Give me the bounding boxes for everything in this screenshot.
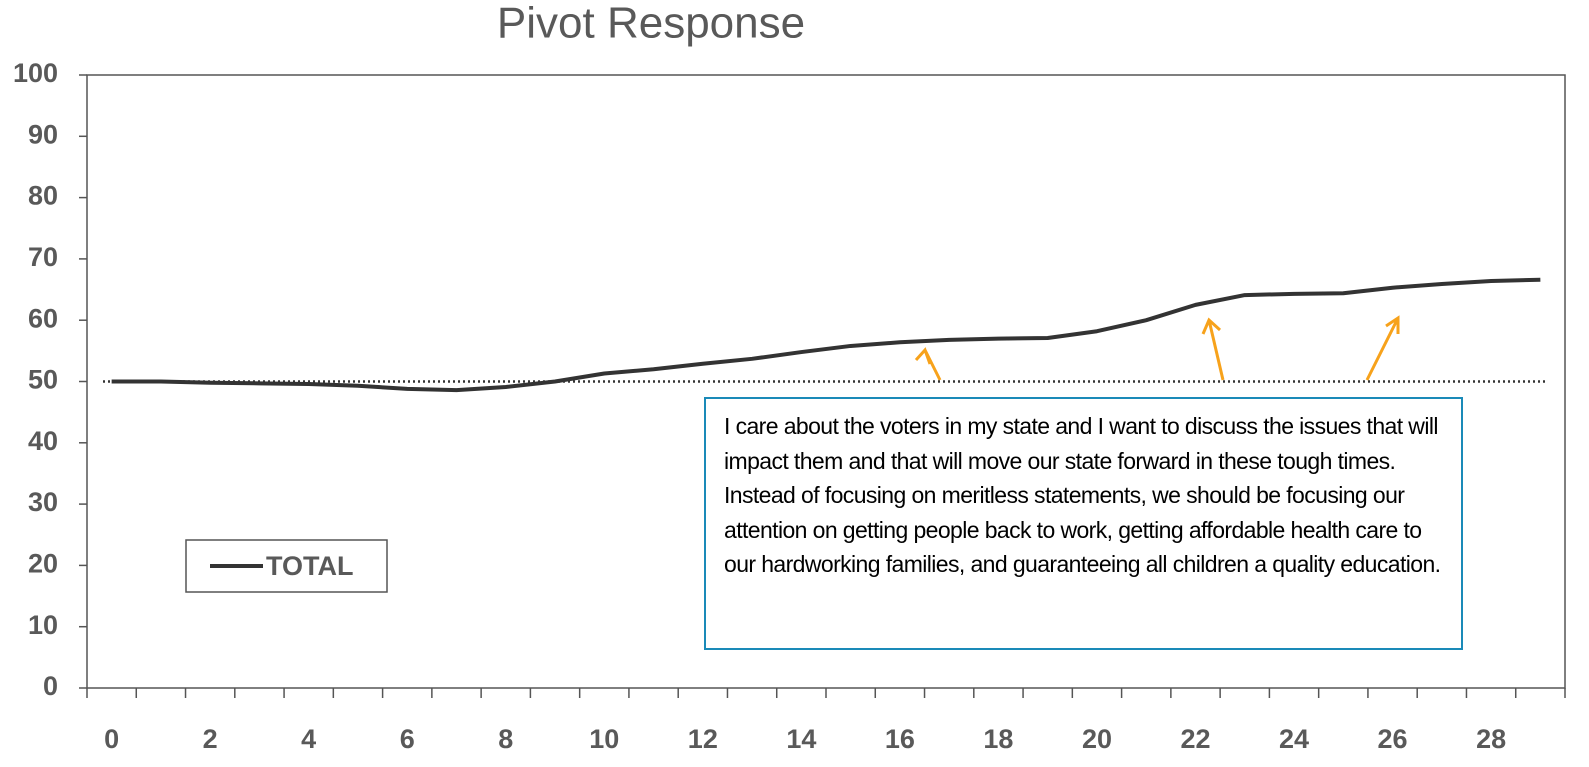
y-tick-label: 30 (28, 487, 58, 517)
x-tick-label: 4 (301, 724, 316, 754)
x-tick-label: 8 (498, 724, 513, 754)
x-tick-label: 2 (203, 724, 218, 754)
y-tick-label: 100 (13, 58, 58, 88)
x-tick-label: 22 (1180, 724, 1210, 754)
y-tick-label: 80 (28, 181, 58, 211)
annotation: I care about the voters in my state and … (704, 397, 1463, 650)
y-tick-label: 60 (28, 303, 58, 333)
x-tick-label: 10 (589, 724, 619, 754)
x-tick-label: 20 (1082, 724, 1112, 754)
y-tick-label: 70 (28, 242, 58, 272)
x-tick-label: 6 (400, 724, 415, 754)
y-tick-label: 20 (28, 549, 58, 579)
y-tick-label: 40 (28, 426, 58, 456)
x-tick-label: 12 (688, 724, 718, 754)
y-tick-label: 90 (28, 119, 58, 149)
arrow (914, 347, 942, 381)
arrows (914, 315, 1400, 381)
arrow (1201, 317, 1225, 381)
x-tick-label: 18 (983, 724, 1013, 754)
y-tick-label: 0 (43, 671, 58, 701)
legend-label: TOTAL (266, 551, 354, 581)
x-tick-label: 28 (1476, 724, 1506, 754)
y-tick-label: 50 (28, 365, 58, 395)
x-tick-label: 14 (786, 724, 816, 754)
x-tick-label: 16 (885, 724, 915, 754)
y-tick-label: 10 (28, 610, 58, 640)
series-line (111, 277, 1541, 393)
x-tick-label: 24 (1279, 724, 1309, 754)
arrow (1365, 315, 1400, 381)
x-tick-label: 26 (1378, 724, 1408, 754)
x-tick-label: 0 (104, 724, 119, 754)
chart-title: Pivot Response (497, 0, 805, 48)
